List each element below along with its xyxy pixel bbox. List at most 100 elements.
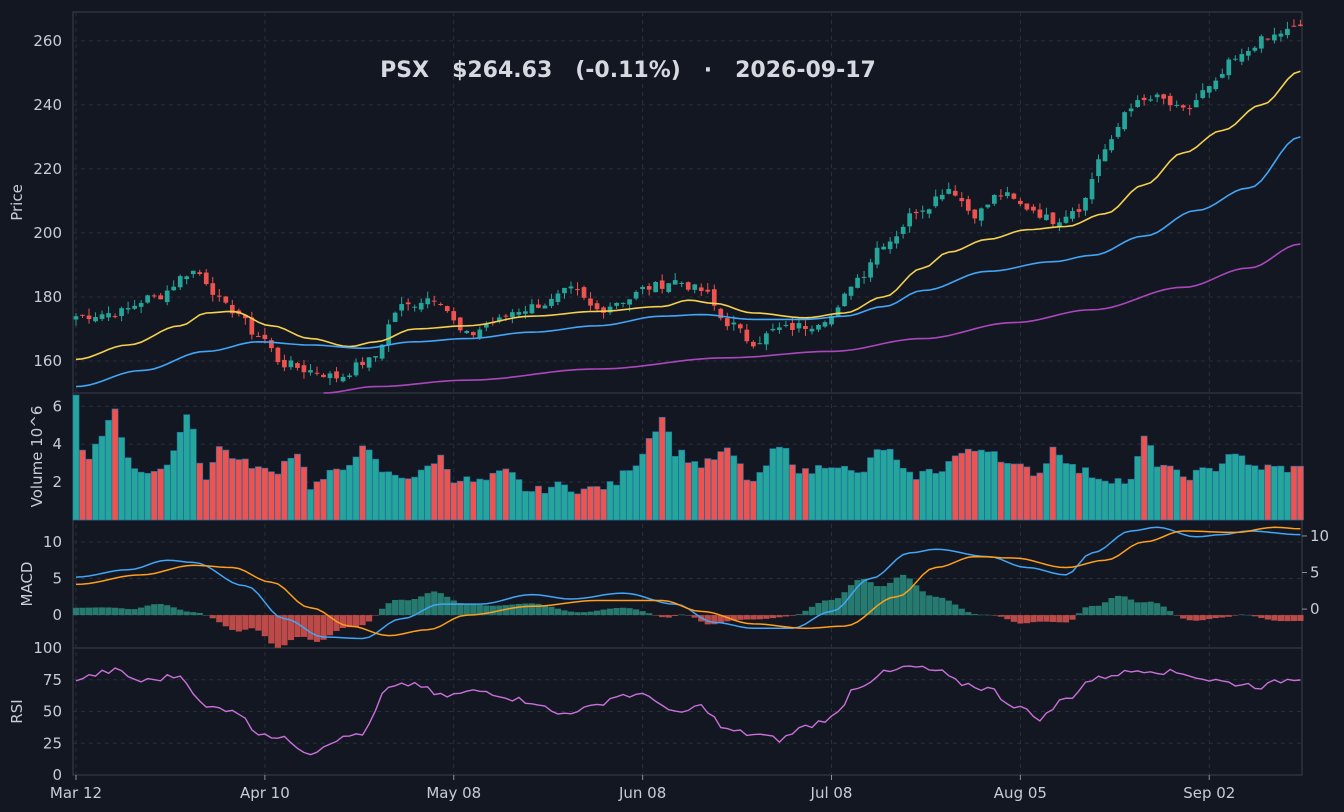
macd-histogram-bar xyxy=(320,615,327,640)
candle-body xyxy=(1057,222,1062,227)
macd-histogram-bar xyxy=(164,605,171,616)
candle-body xyxy=(894,236,899,244)
macd-histogram-bar xyxy=(606,608,614,616)
volume-bar xyxy=(769,448,777,521)
macd-histogram-bar xyxy=(756,615,763,620)
macd-histogram-bar xyxy=(626,608,633,616)
volume-bar xyxy=(131,468,139,521)
price-tick-label: 220 xyxy=(33,160,62,178)
macd-tick-label: 5 xyxy=(52,570,62,588)
volume-bar xyxy=(671,455,679,521)
macd-histogram-bar xyxy=(424,593,431,616)
volume-bar xyxy=(626,470,633,521)
volume-bar xyxy=(450,482,458,521)
candle-body xyxy=(692,284,698,290)
volume-bar xyxy=(1238,455,1246,521)
candle-body xyxy=(412,306,418,308)
volume-bar xyxy=(834,467,842,521)
macd-histogram-bar xyxy=(131,609,138,616)
macd-histogram-bar xyxy=(926,595,933,616)
macd-histogram-bar xyxy=(248,615,255,629)
macd-histogram-bar xyxy=(659,615,666,618)
macd-histogram-bar xyxy=(561,610,568,616)
volume-bar xyxy=(1231,453,1239,521)
volume-bar xyxy=(1121,483,1128,521)
macd-histogram-bar xyxy=(600,609,607,616)
macd-histogram-bar xyxy=(138,607,145,616)
volume-bar xyxy=(587,486,594,521)
candle-body xyxy=(190,270,196,275)
candle-body xyxy=(510,312,515,318)
candle-body xyxy=(744,329,750,342)
candle-body xyxy=(1272,34,1277,41)
candle-body xyxy=(282,359,287,368)
volume-bar xyxy=(619,470,627,521)
candle-body xyxy=(1128,108,1134,112)
macd-histogram-bar xyxy=(1101,602,1109,616)
candle-body xyxy=(946,189,952,194)
candle-body xyxy=(829,315,834,325)
macd-histogram-bar xyxy=(1245,614,1252,616)
volume-bar xyxy=(1173,469,1181,521)
macd-histogram-bar xyxy=(997,615,1004,617)
candle-body xyxy=(711,289,717,306)
candle-body xyxy=(705,289,711,292)
volume-bar xyxy=(202,479,210,521)
macd-histogram-bar xyxy=(79,607,86,616)
candle-body xyxy=(575,289,580,291)
macd-axis-label: MACD xyxy=(18,562,36,607)
candle-body xyxy=(913,211,919,214)
volume-axis-label: Volume 10^6 xyxy=(28,406,46,508)
volume-bar xyxy=(118,437,125,521)
macd-histogram-bar xyxy=(874,586,881,616)
volume-bar xyxy=(919,470,927,521)
candle-body xyxy=(816,324,821,330)
candle-body xyxy=(568,286,574,289)
volume-bar xyxy=(254,466,262,521)
macd-histogram-bar xyxy=(1095,605,1102,616)
candle-body xyxy=(835,307,841,316)
macd-histogram-bar xyxy=(1206,615,1213,620)
volume-bar xyxy=(1264,464,1272,521)
candle-body xyxy=(99,314,105,319)
macd-histogram-bar xyxy=(1232,615,1239,616)
x-tick-label: Jun 08 xyxy=(618,784,666,802)
macd-histogram-bar xyxy=(965,612,972,616)
macd-histogram-bar xyxy=(1030,615,1037,623)
volume-bar xyxy=(98,435,106,521)
volume-bar xyxy=(782,447,790,521)
sma50-line xyxy=(75,136,1301,388)
candle-body xyxy=(1200,90,1206,98)
volume-bar xyxy=(736,463,744,521)
macd-histogram-bar xyxy=(502,605,509,616)
volume-bar xyxy=(1212,471,1220,521)
volume-bar xyxy=(893,459,901,521)
rsi-line xyxy=(75,665,1301,756)
volume-bar xyxy=(847,470,855,521)
volume-bar xyxy=(704,458,712,521)
volume-bar xyxy=(1016,463,1024,521)
macd-histogram-bar xyxy=(379,608,386,616)
candle-body xyxy=(972,209,978,219)
macd-histogram-bar xyxy=(821,600,829,616)
macd-histogram-bar xyxy=(887,582,894,616)
macd-histogram-bar xyxy=(1212,615,1219,619)
macd-histogram-bar xyxy=(411,598,418,616)
volume-bar xyxy=(984,451,992,521)
candle-body xyxy=(366,357,372,368)
macd-histogram-bar xyxy=(1271,615,1278,621)
candle-body xyxy=(1167,95,1173,106)
macd-histogram-bar xyxy=(945,600,952,616)
volume-bar xyxy=(1043,463,1050,521)
volume-bar xyxy=(1010,463,1018,521)
macd-histogram-bar xyxy=(1075,613,1083,616)
candle-body xyxy=(496,317,502,322)
volume-bar xyxy=(697,467,705,521)
candle-body xyxy=(295,363,300,368)
price-panel xyxy=(73,19,1303,394)
macd-histogram-bar xyxy=(1088,605,1096,616)
candle-body xyxy=(685,282,691,290)
volume-bar xyxy=(261,467,269,521)
candle-body xyxy=(581,287,587,298)
macd-histogram-bar xyxy=(919,591,926,616)
